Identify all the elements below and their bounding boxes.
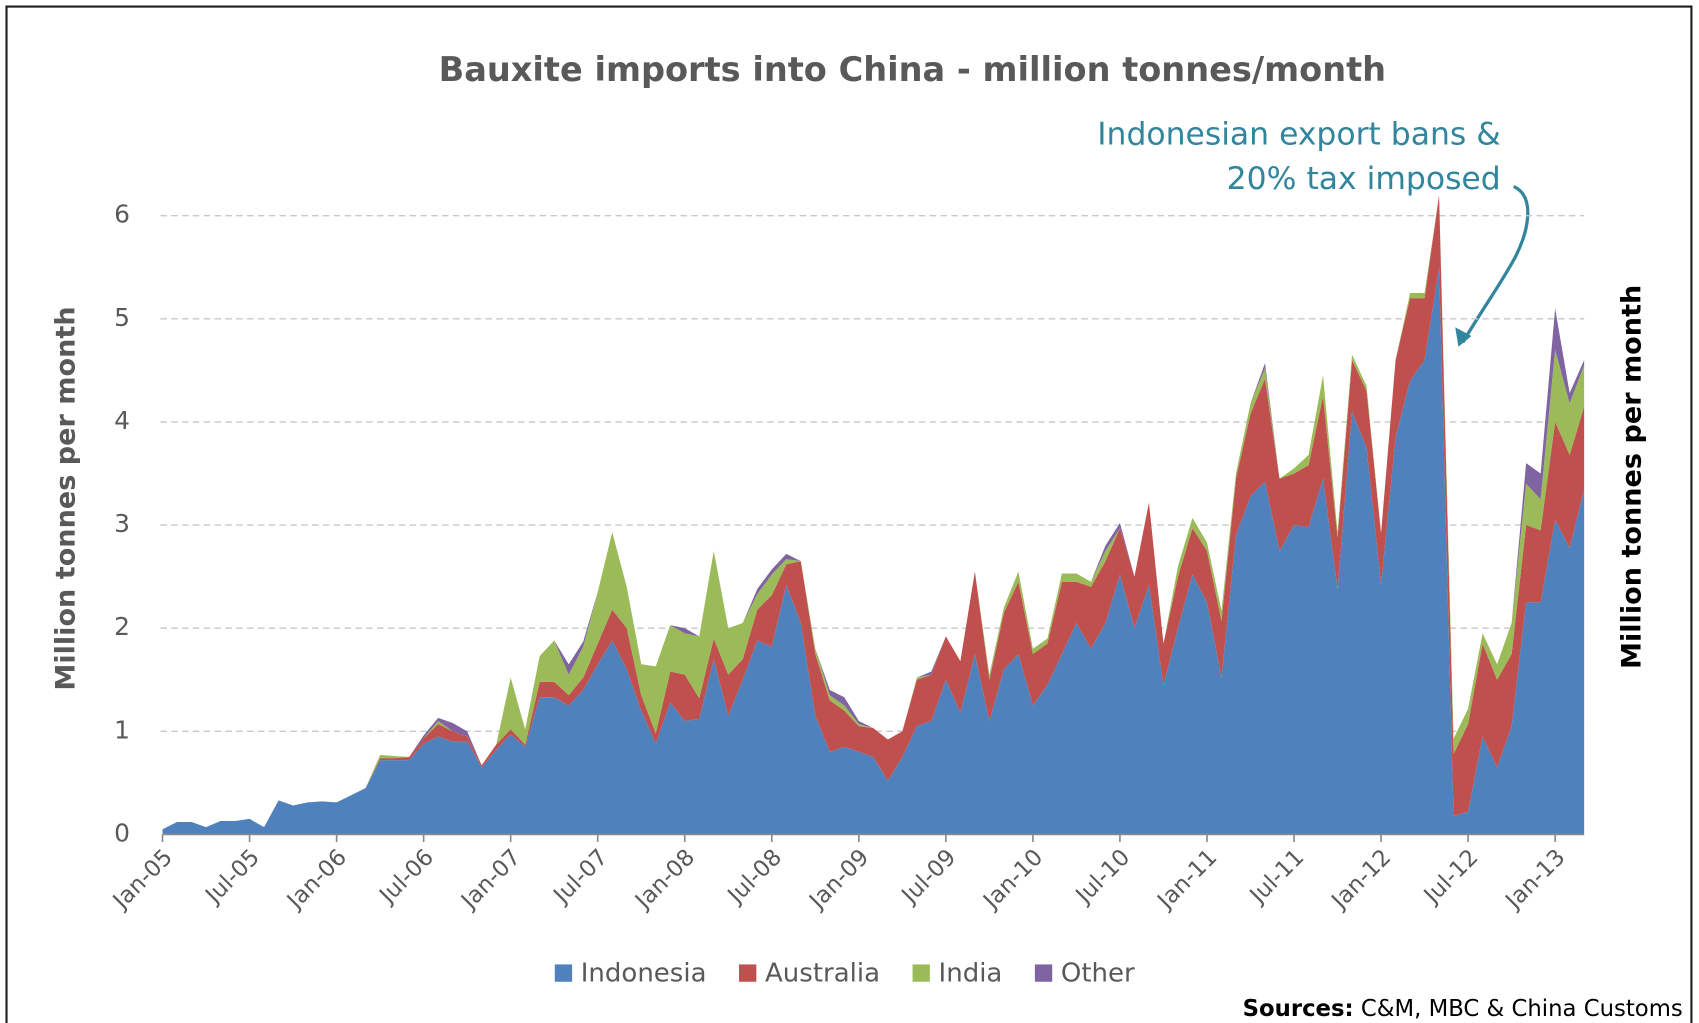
x-tick-label: Jan-08 <box>629 844 700 915</box>
legend-swatch <box>554 964 573 982</box>
x-tick-label: Jan-05 <box>107 844 178 915</box>
x-tick-label: Jul-05 <box>199 844 264 909</box>
legend-swatch <box>1034 964 1053 982</box>
annotation: 20% tax imposed <box>1227 161 1501 197</box>
source-label: Sources: <box>1243 995 1354 1021</box>
legend-label: India <box>939 959 1003 989</box>
x-tick-label: Jul-08 <box>722 844 787 909</box>
area <box>162 267 1585 835</box>
y-tick-label: 0 <box>114 818 130 847</box>
x-tick-label: Jul-06 <box>373 844 438 909</box>
y-tick-label: 2 <box>114 612 130 641</box>
legend-item: Indonesia <box>554 959 707 989</box>
x-tick-label: Jul-09 <box>896 844 961 909</box>
x-tick-label: Jan-13 <box>1500 844 1571 915</box>
legend-label: Australia <box>765 959 880 989</box>
x-tick-label: Jul-12 <box>1418 844 1483 909</box>
annotation-arrowhead <box>1455 327 1472 347</box>
x-tick-label: Jan-12 <box>1326 844 1397 915</box>
y-tick-label: 3 <box>114 509 130 538</box>
legend-label: Other <box>1061 959 1135 989</box>
x-tick-label: Jan-07 <box>455 844 526 915</box>
x-tick-label: Jul-07 <box>548 844 613 909</box>
y-tick-label: 5 <box>114 303 130 332</box>
legend-label: Indonesia <box>581 959 707 989</box>
legend-swatch <box>912 964 930 982</box>
x-tick-label: Jan-06 <box>281 844 352 915</box>
x-tick-label: Jan-10 <box>977 844 1048 915</box>
y-axis-label: Million tonnes per month <box>51 306 82 690</box>
x-tick-label: Jul-10 <box>1070 844 1135 909</box>
y-tick-label: 6 <box>114 200 130 229</box>
legend-item: India <box>912 959 1003 989</box>
source: C&M, MBC & China Customs <box>1361 995 1683 1021</box>
x-tick-label: Jan-09 <box>803 844 874 915</box>
annotation: Indonesian export bans & <box>1097 117 1500 153</box>
y2-axis-label: Million tonnes per month <box>1616 285 1647 669</box>
legend-item: Australia <box>739 959 880 989</box>
source-note: Sources: C&M, MBC & China Customs <box>1243 995 1683 1021</box>
x-tick-label: Jul-11 <box>1244 844 1309 909</box>
chart-title: Bauxite imports into China - million ton… <box>439 50 1386 89</box>
y-tick-label: 4 <box>114 406 130 435</box>
x-tick-label: Jan-11 <box>1151 844 1222 915</box>
legend-swatch <box>739 964 757 982</box>
legend-item: Other <box>1034 959 1135 989</box>
annotation-arrow <box>1461 184 1530 344</box>
area <box>162 195 1585 830</box>
y-tick-label: 1 <box>114 715 130 744</box>
chart-frame <box>5 5 1693 1023</box>
